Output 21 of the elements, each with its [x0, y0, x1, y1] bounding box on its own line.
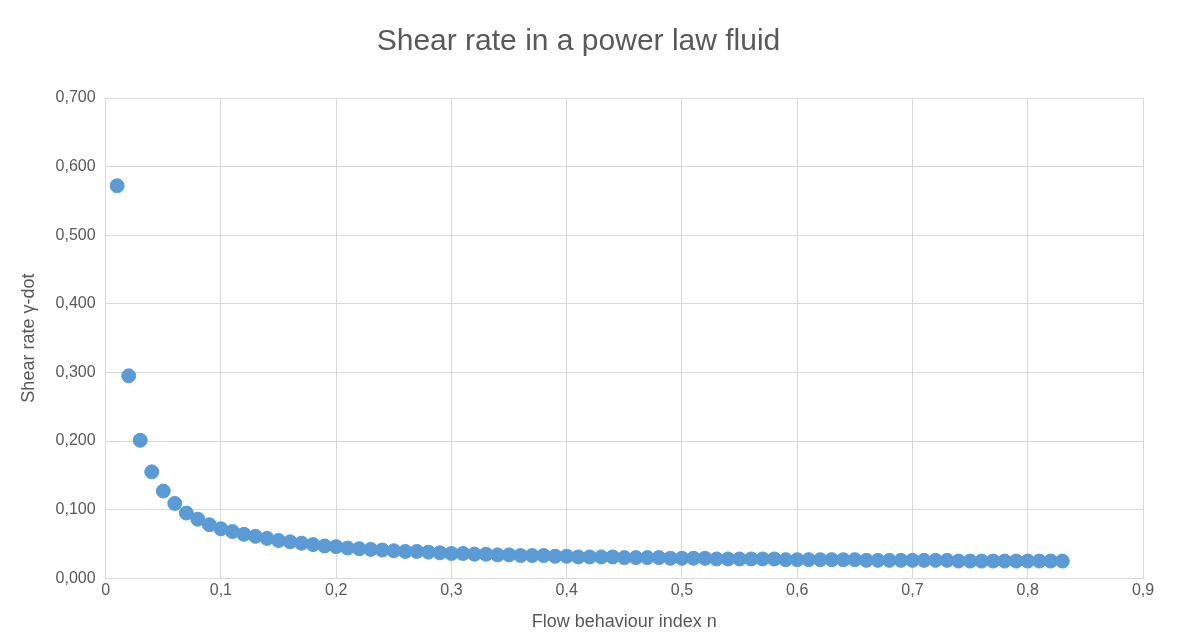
x-tick-label: 0,5 — [670, 581, 694, 599]
x-tick-label: 0,7 — [901, 581, 924, 599]
y-tick-label: 0,300 — [55, 362, 96, 380]
x-tick-label: 0,2 — [325, 581, 348, 599]
y-tick-label: 0,500 — [55, 225, 96, 243]
x-tick-label: 0,3 — [440, 581, 463, 599]
x-tick-label: 0,8 — [1016, 581, 1039, 599]
y-tick-label: 0,400 — [55, 294, 96, 312]
x-tick-label: 0,9 — [1131, 581, 1155, 599]
x-tick-label: 0 — [101, 581, 111, 599]
x-tick-label: 0,4 — [555, 581, 578, 599]
x-tick-label: 0,1 — [209, 581, 233, 599]
y-tick-label: 0,100 — [55, 500, 96, 518]
x-tick-label: 0,6 — [786, 581, 809, 599]
chart-title: Shear rate in a power law fluid — [376, 23, 781, 57]
y-tick-label: 0,600 — [55, 157, 96, 175]
y-axis-title: Shear rate γ-dot — [17, 273, 38, 403]
y-tick-label: 0,000 — [55, 568, 96, 586]
y-tick-label: 0,700 — [55, 88, 96, 106]
y-tick-label: 0,200 — [55, 431, 96, 449]
x-axis-title: Flow behaviour index n — [531, 611, 717, 632]
